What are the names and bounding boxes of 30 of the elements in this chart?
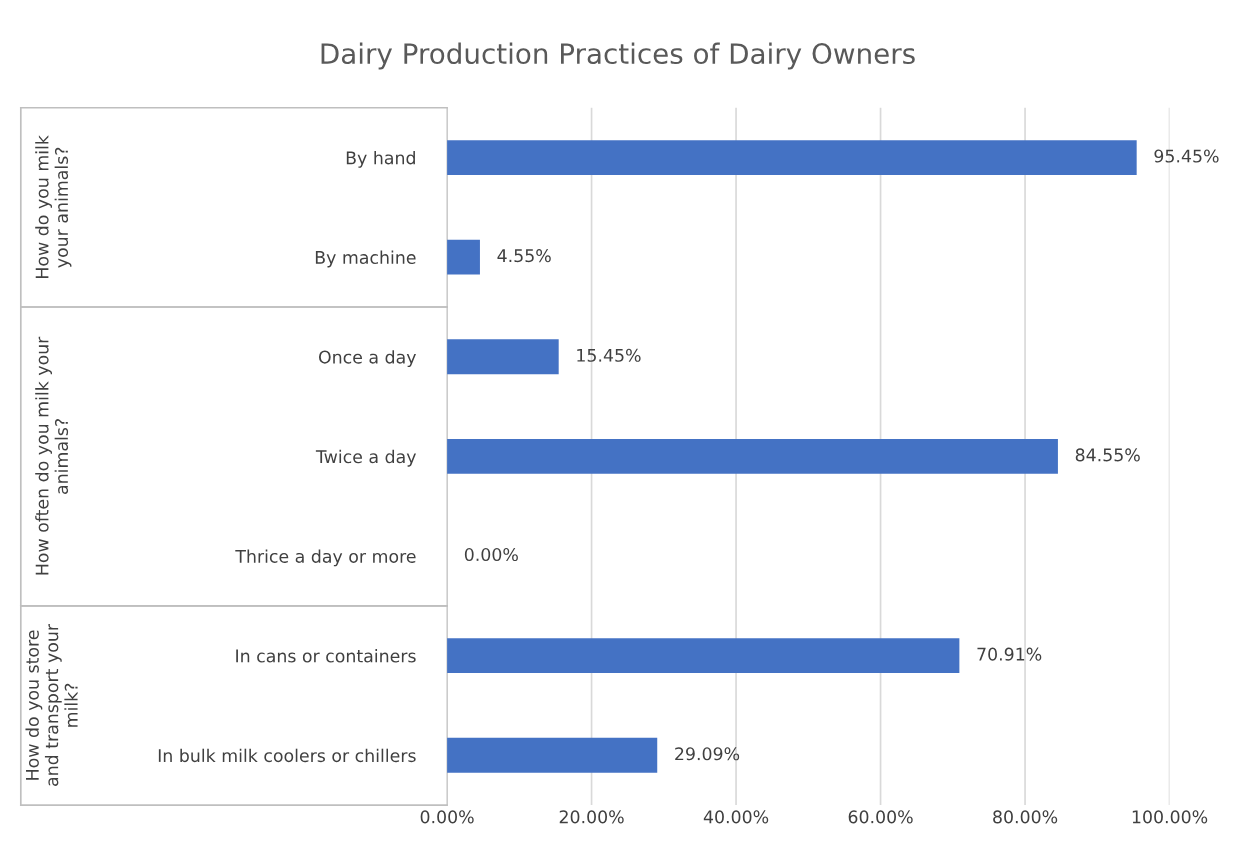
- y-tick-label: By hand: [346, 150, 415, 168]
- data-label: 95.45%: [1154, 149, 1219, 163]
- x-tick-label: 60.00%: [848, 810, 913, 824]
- bar: [447, 737, 658, 773]
- bar: [447, 140, 1137, 175]
- y-tick-label: By machine: [315, 250, 416, 268]
- x-tick-label: 100.00%: [1132, 810, 1208, 824]
- data-label: 15.45%: [577, 348, 641, 362]
- data-label: 0.00%: [464, 547, 518, 562]
- data-label: 4.55%: [497, 249, 551, 263]
- bar: [447, 339, 559, 375]
- bar: [447, 239, 480, 275]
- x-tick-label: 40.00%: [703, 810, 769, 824]
- data-label: 70.91%: [977, 647, 1042, 661]
- y-tick-label: In cans or containers: [236, 649, 416, 663]
- chart-title: Dairy Production Practices of Dairy Owners: [321, 42, 915, 70]
- x-tick-label: 80.00%: [993, 810, 1058, 824]
- y-tick-label: Thrice a day or more: [235, 549, 416, 567]
- bar: [447, 439, 1058, 474]
- text: How do you milk your animals?: [35, 135, 72, 278]
- y-tick-label: Once a day: [318, 350, 416, 368]
- y-tick-label: In bulk milk coolers or chillers: [158, 748, 416, 763]
- x-tick-label: 20.00%: [559, 810, 624, 824]
- bar: [447, 638, 960, 674]
- x-tick-label: 0.00%: [420, 810, 474, 824]
- text: How often do you milk your animals?: [35, 336, 69, 575]
- text: How do you store and transport your milk?: [25, 624, 78, 786]
- data-label: 84.55%: [1075, 448, 1140, 462]
- data-label: 29.09%: [675, 747, 740, 761]
- y-tick-label: Twice a day: [315, 449, 416, 467]
